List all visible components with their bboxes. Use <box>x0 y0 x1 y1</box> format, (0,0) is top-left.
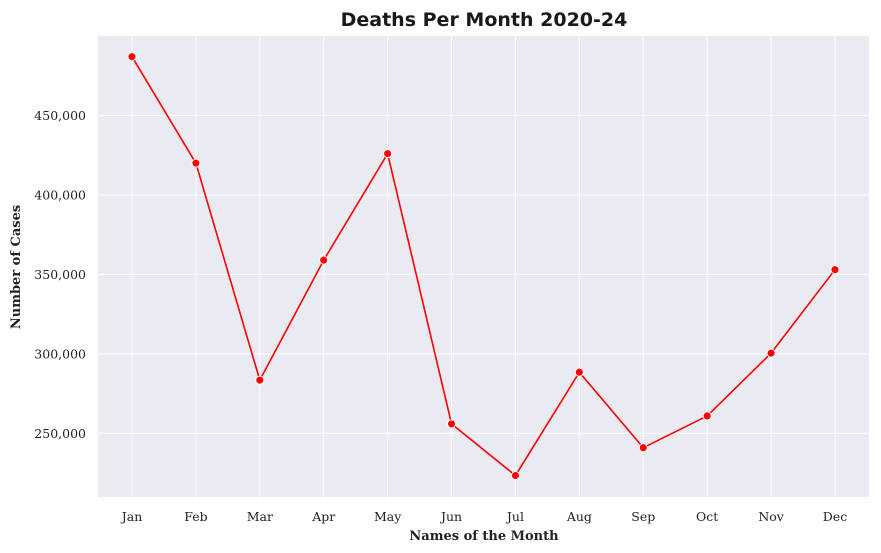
data-point <box>255 375 265 385</box>
data-point <box>830 265 840 275</box>
y-tick-label: 350,000 <box>34 267 86 282</box>
data-point <box>766 348 776 358</box>
data-point <box>702 411 712 421</box>
y-tick-label: 250,000 <box>34 426 86 441</box>
grid-lines <box>98 36 869 497</box>
x-tick-label: Jul <box>505 509 524 524</box>
x-tick-label: Feb <box>184 509 207 524</box>
data-point <box>511 471 520 480</box>
data-point <box>191 158 201 168</box>
x-tick-label: Nov <box>758 509 784 524</box>
y-axis-ticks: 250,000 300,000 350,000 400,000 450,000 <box>34 108 86 441</box>
data-point <box>574 367 584 377</box>
series-layer <box>127 52 840 480</box>
x-axis-label: Names of the Month <box>409 529 559 544</box>
data-point <box>319 255 329 265</box>
x-tick-label: Apr <box>311 509 335 524</box>
x-tick-label: Oct <box>696 509 718 524</box>
data-point <box>447 419 456 429</box>
y-tick-label: 300,000 <box>34 346 86 361</box>
data-point <box>638 443 648 453</box>
x-tick-label: May <box>374 509 402 524</box>
series-line <box>131 56 836 477</box>
x-tick-label: Mar <box>247 509 273 524</box>
data-point <box>383 149 393 159</box>
x-tick-label: Jun <box>439 509 462 524</box>
x-tick-label: Aug <box>566 509 592 524</box>
data-point <box>127 52 137 62</box>
chart-title: Deaths Per Month 2020-24 <box>341 9 628 31</box>
y-tick-label: 400,000 <box>34 187 86 202</box>
x-tick-label: Jan <box>120 509 143 524</box>
y-axis-label: Number of Cases <box>9 205 24 329</box>
x-tick-label: Dec <box>823 509 847 524</box>
y-tick-label: 450,000 <box>34 108 86 123</box>
x-axis-ticks: Jan Feb Mar Apr May Jun Jul Aug Sep Oct Nov Dec <box>120 509 847 524</box>
plot-area <box>98 36 869 497</box>
x-tick-label: Sep <box>631 509 655 524</box>
